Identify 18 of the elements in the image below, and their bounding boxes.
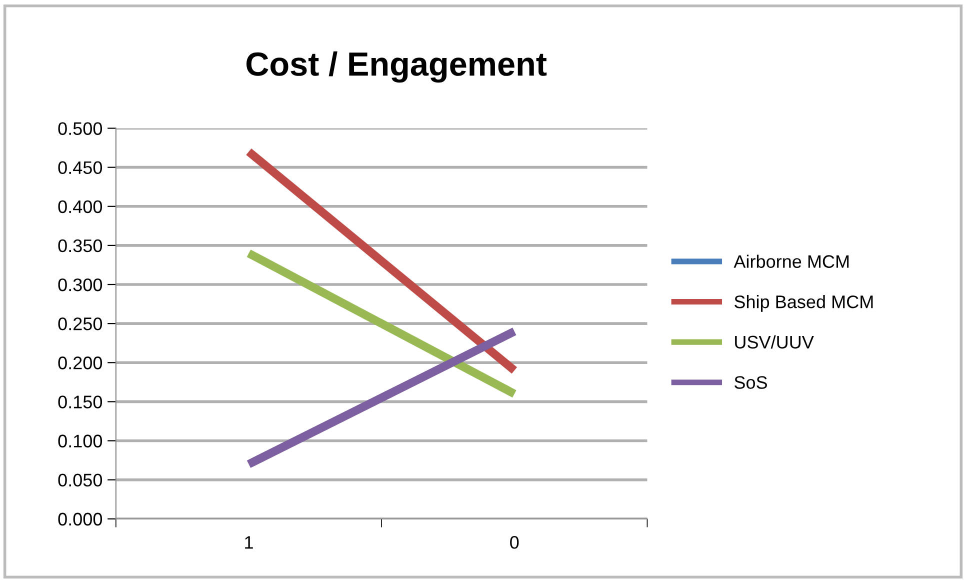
y-tick-label: 0.150	[58, 396, 102, 408]
legend-label: USV/UUV	[735, 335, 814, 349]
y-tick-label: 0.450	[58, 161, 102, 174]
x-tick-label: 0	[510, 536, 519, 549]
legend-label: Ship Based MCM	[734, 295, 873, 312]
y-tick-label: 0.250	[58, 318, 102, 330]
y-tick-label: 0.500	[58, 122, 102, 135]
y-tick-label: 0.100	[58, 434, 102, 448]
x-tick-label: 1	[245, 536, 253, 549]
y-tick-label: 0.350	[58, 239, 102, 252]
y-tick-label: 0.300	[58, 278, 102, 292]
chart-title: Cost / Engagement	[246, 51, 547, 83]
y-tick-label: 0.400	[58, 200, 102, 214]
y-tick-label: 0.000	[58, 512, 102, 526]
legend-label: Airborne MCM	[734, 254, 849, 268]
y-tick-label: 0.200	[58, 356, 102, 370]
legend-label: SoS	[734, 376, 767, 389]
y-tick-label: 0.050	[58, 474, 102, 487]
